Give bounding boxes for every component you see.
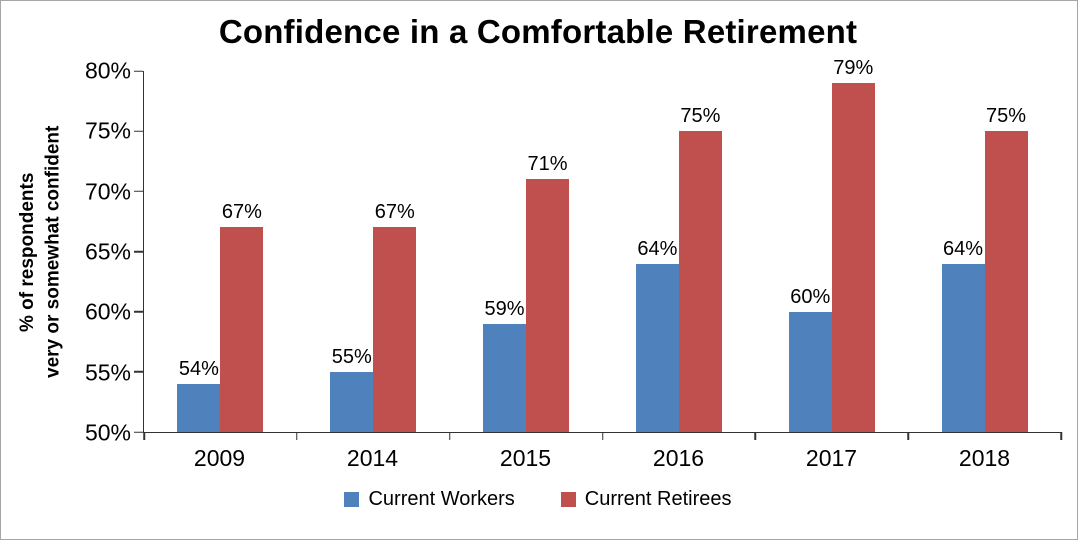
bar-column: 54% [177, 71, 221, 432]
bar-column: 64% [941, 71, 985, 432]
bar-value-label: 79% [833, 57, 874, 80]
y-tick-label: 75% [84, 117, 131, 144]
x-tick-mark [296, 432, 298, 440]
x-tick-label: 2018 [958, 445, 1011, 471]
bar-column: 67% [220, 71, 264, 432]
bar-current-retirees [526, 179, 570, 432]
x-tick-label: 2015 [499, 445, 552, 471]
chart-body: % of respondents very or somewhat confid… [15, 57, 1062, 446]
y-axis-title: % of respondents very or somewhat confid… [15, 71, 69, 433]
x-tick-mark [143, 432, 145, 440]
bar-column: 67% [373, 71, 417, 432]
bar-column: 75% [984, 71, 1028, 432]
bar-value-label: 64% [637, 237, 678, 260]
bar-current-workers [330, 371, 374, 432]
bar-current-workers [635, 263, 679, 432]
bar-column: 71% [526, 71, 570, 432]
x-axis-tick-labels: 2009 2014 2015 2016 2017 2018 [143, 433, 1061, 472]
bar-column: 60% [788, 71, 832, 432]
y-axis-tick-labels: 50% 55% 60% 65% 70% 75% 80% [69, 58, 131, 446]
bar-column: 59% [483, 71, 527, 432]
x-tick-mark [754, 432, 757, 440]
plot-area: 54% 67% 55% 67% 59% 71% 64% 75% 60% 79% 64% 75% [134, 57, 1062, 440]
chart-title: Confidence in a Comfortable Retirement [218, 13, 858, 50]
x-tick-label: 2009 [193, 445, 246, 471]
x-axis-tick-marks [143, 432, 1062, 440]
bar-value-label: 67% [221, 201, 262, 224]
legend-item-current-retirees: Current Retirees [560, 488, 732, 511]
bar-current-workers [177, 383, 221, 432]
bar-current-retirees [678, 131, 722, 432]
bar-column: 79% [831, 57, 875, 432]
bar-value-label: 64% [943, 237, 984, 260]
x-tick-mark [1060, 432, 1062, 440]
bar-group: 64% 75% [602, 71, 755, 432]
y-tick-mark [134, 431, 143, 433]
bar-value-label: 60% [790, 285, 831, 308]
x-axis-row: 2009 2014 2015 2016 2017 2018 [15, 433, 1061, 472]
y-tick-label: 50% [84, 419, 131, 446]
y-tick-mark [134, 190, 143, 193]
y-tick-mark [134, 310, 143, 313]
y-tick-label: 60% [84, 298, 131, 325]
y-axis-tick-marks [134, 70, 143, 433]
bar-value-label: 75% [986, 105, 1027, 128]
bar-column: 64% [635, 71, 679, 432]
y-axis-title-line-2: very or somewhat confident [42, 125, 64, 379]
y-tick-label: 65% [84, 238, 131, 265]
bar-column: 55% [330, 71, 374, 432]
bar-groups: 54% 67% 55% 67% 59% 71% 64% 75% 60% 79% 64% 75% [144, 57, 1061, 432]
bar-current-workers [788, 311, 832, 432]
bar-group: 60% 79% [755, 57, 908, 432]
y-tick-mark [134, 371, 143, 373]
y-tick-mark [134, 250, 143, 253]
y-tick-mark [134, 130, 143, 132]
x-tick-mark [907, 432, 909, 440]
y-tick-label: 80% [84, 57, 131, 84]
legend: Current Workers Current Retirees [15, 488, 1061, 511]
y-tick-mark [134, 70, 143, 72]
y-tick-label: 55% [84, 359, 131, 386]
bar-group: 55% 67% [297, 71, 450, 432]
bar-current-retirees [220, 227, 264, 432]
bar-value-label: 67% [374, 201, 415, 224]
bar-value-label: 59% [484, 297, 525, 320]
legend-swatch-retirees-icon [560, 492, 576, 507]
legend-label-current-workers: Current Workers [368, 488, 515, 510]
legend-swatch-workers-icon [344, 492, 360, 507]
y-tick-label: 70% [84, 178, 131, 205]
bar-current-retirees [831, 83, 875, 432]
bar-current-workers [483, 323, 527, 432]
bar-group: 59% 71% [450, 71, 603, 432]
legend-item-current-workers: Current Workers [344, 488, 515, 511]
bar-value-label: 75% [680, 105, 721, 128]
bar-current-retirees [984, 131, 1028, 432]
bar-group: 64% 75% [908, 71, 1061, 432]
y-axis-title-line-1: % of respondents [17, 172, 38, 332]
x-tick-label: 2017 [805, 445, 858, 471]
legend-label-current-retirees: Current Retirees [584, 488, 732, 510]
bar-current-workers [941, 263, 985, 432]
bar-value-label: 71% [527, 153, 568, 176]
bar-value-label: 54% [178, 357, 219, 380]
x-tick-label: 2016 [652, 445, 705, 471]
bar-group: 54% 67% [144, 71, 297, 432]
bar-current-retirees [373, 227, 417, 432]
bar-value-label: 55% [331, 345, 372, 368]
x-tick-mark [601, 432, 604, 440]
bar-column: 75% [678, 71, 722, 432]
x-tick-mark [448, 432, 451, 440]
x-tick-label: 2014 [346, 445, 399, 471]
